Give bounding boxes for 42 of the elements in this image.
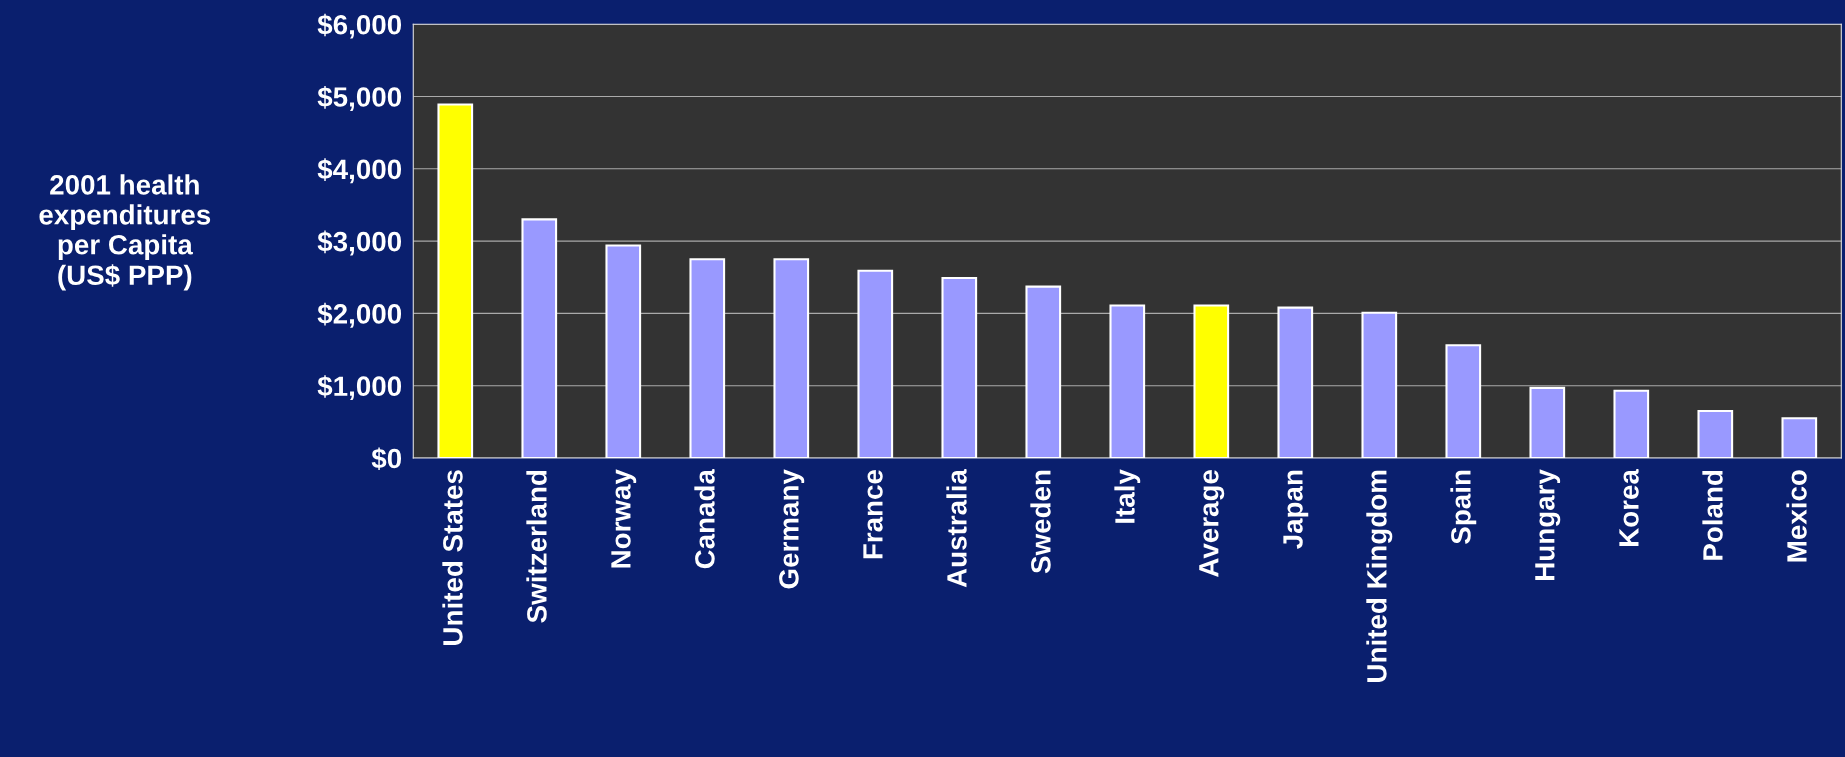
x-tick-label: Canada bbox=[694, 468, 715, 569]
x-tick-label: Poland bbox=[1702, 470, 1723, 560]
bar bbox=[1529, 386, 1566, 458]
y-tick-label: $1,000 bbox=[317, 375, 402, 401]
bar bbox=[1697, 409, 1734, 458]
x-tick-label: Average bbox=[1199, 470, 1225, 577]
bar bbox=[1361, 311, 1398, 458]
y-tick-label: $3,000 bbox=[317, 230, 402, 256]
bar bbox=[1109, 304, 1146, 458]
x-tick-label: United States bbox=[442, 470, 463, 645]
x-tick-label: Sweden bbox=[1030, 470, 1051, 574]
bar bbox=[1445, 344, 1482, 458]
bar bbox=[1277, 306, 1314, 458]
y-tick-label: $5,000 bbox=[317, 85, 402, 111]
bar bbox=[1781, 417, 1818, 458]
x-tick-label: Spain bbox=[1450, 470, 1477, 544]
y-axis-title: 2001 health expenditures per Capita (US$ PPP) bbox=[39, 174, 211, 291]
bar bbox=[1025, 285, 1062, 458]
y-tick-label: $0 bbox=[371, 447, 402, 471]
x-tick-label: Germany bbox=[779, 469, 805, 589]
x-tick-label: Japan bbox=[1283, 470, 1309, 549]
bar bbox=[1193, 304, 1230, 458]
x-tick-label: Italy bbox=[1114, 469, 1141, 523]
x-tick-label: Hungary bbox=[1535, 469, 1561, 580]
bar bbox=[857, 269, 894, 458]
bar bbox=[1613, 389, 1650, 458]
bar bbox=[605, 244, 642, 458]
y-tick-label: $4,000 bbox=[317, 158, 402, 184]
x-tick-label: Norway bbox=[611, 469, 637, 568]
bar bbox=[689, 258, 726, 458]
bar bbox=[437, 103, 474, 458]
x-tick-label: France bbox=[863, 470, 883, 559]
bar bbox=[521, 218, 558, 458]
y-tick-label: $2,000 bbox=[317, 302, 402, 328]
bar bbox=[941, 276, 978, 458]
x-tick-label: Korea bbox=[1619, 468, 1639, 546]
bar bbox=[773, 258, 810, 458]
y-tick-label: $6,000 bbox=[317, 13, 402, 39]
x-tick-label: Australia bbox=[946, 468, 967, 588]
x-tick-label: Mexico bbox=[1786, 470, 1807, 562]
x-tick-label: United Kingdom bbox=[1366, 470, 1393, 682]
x-tick-label: Switzerland bbox=[526, 470, 547, 623]
